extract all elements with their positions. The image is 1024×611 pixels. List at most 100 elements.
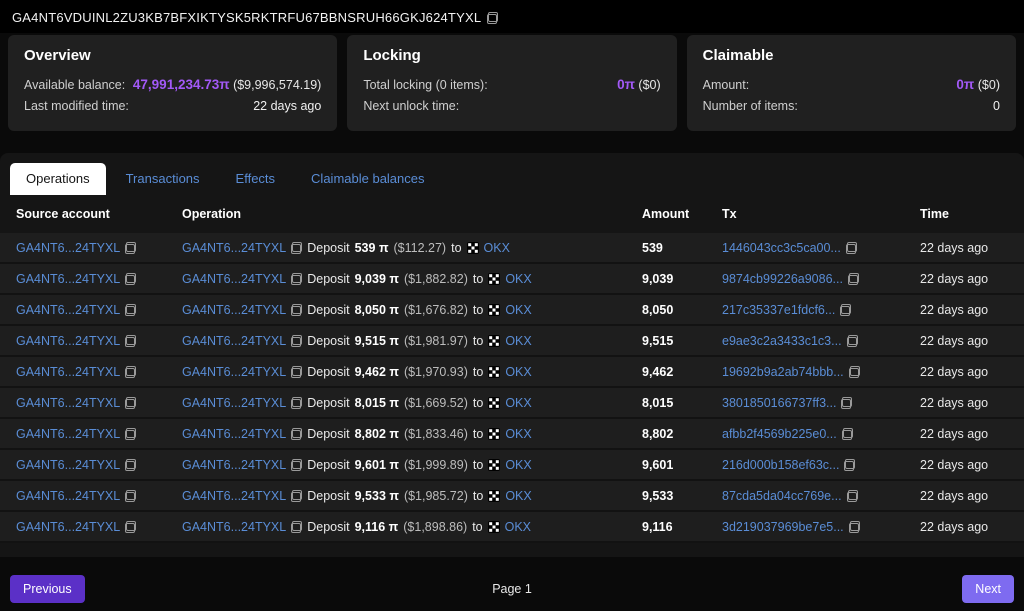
- tx-hash-link[interactable]: 1446043cc3c5ca00...: [722, 240, 841, 255]
- okx-exchange-link[interactable]: OKX: [504, 519, 532, 534]
- copy-address-icon[interactable]: [487, 11, 499, 24]
- amount-cell: 8,015: [642, 396, 722, 410]
- copy-tx-hash-icon[interactable]: [844, 458, 856, 471]
- time-value: 22 days ago: [920, 271, 989, 286]
- copy-source-account-icon[interactable]: [125, 303, 137, 316]
- summary-cards: Overview Available balance: 47,991,234.7…: [0, 33, 1024, 131]
- operation-account-link[interactable]: GA4NT6...24TYXL: [182, 240, 287, 255]
- okx-exchange-link[interactable]: OKX: [505, 271, 532, 286]
- operation-action: Deposit: [307, 302, 350, 317]
- source-account-link[interactable]: GA4NT6...24TYXL: [16, 488, 121, 503]
- operation-account-link[interactable]: GA4NT6...24TYXL: [182, 395, 287, 410]
- copy-tx-hash-icon[interactable]: [846, 334, 858, 347]
- copy-source-account-icon[interactable]: [125, 427, 137, 440]
- okx-exchange-icon: [487, 520, 500, 533]
- copy-tx-hash-icon[interactable]: [848, 520, 860, 533]
- copy-source-account-icon[interactable]: [125, 272, 137, 285]
- tx-hash-link[interactable]: 3801850166737ff3...: [722, 395, 837, 410]
- tx-hash-link[interactable]: 217c35337e1fdcf6...: [722, 302, 836, 317]
- amount-cell: 9,039: [642, 272, 722, 286]
- time-value: 22 days ago: [920, 333, 989, 348]
- source-account-link[interactable]: GA4NT6...24TYXL: [16, 519, 121, 534]
- operation-account-link[interactable]: GA4NT6...24TYXL: [182, 426, 287, 441]
- source-account-link[interactable]: GA4NT6...24TYXL: [16, 240, 121, 255]
- claimable-amount-value: 0π ($0): [956, 74, 1000, 96]
- okx-exchange-link[interactable]: OKX: [505, 488, 532, 503]
- operation-account-link[interactable]: GA4NT6...24TYXL: [182, 364, 287, 379]
- source-account-link[interactable]: GA4NT6...24TYXL: [16, 364, 121, 379]
- previous-page-button[interactable]: Previous: [10, 575, 85, 603]
- copy-operation-account-icon[interactable]: [291, 520, 303, 533]
- copy-operation-account-icon[interactable]: [291, 272, 303, 285]
- tab-claimable-balances[interactable]: Claimable balances: [311, 171, 425, 186]
- operation-account-link[interactable]: GA4NT6...24TYXL: [182, 488, 287, 503]
- next-page-button[interactable]: Next: [962, 575, 1014, 603]
- time-value: 22 days ago: [920, 426, 989, 441]
- copy-source-account-icon[interactable]: [125, 396, 137, 409]
- copy-source-account-icon[interactable]: [125, 458, 137, 471]
- tx-hash-link[interactable]: 9874cb99226a9086...: [722, 271, 843, 286]
- operation-account-link[interactable]: GA4NT6...24TYXL: [182, 302, 287, 317]
- copy-source-account-icon[interactable]: [125, 520, 137, 533]
- col-header-amount: Amount: [642, 207, 690, 221]
- copy-source-account-icon[interactable]: [125, 489, 137, 502]
- source-account-link[interactable]: GA4NT6...24TYXL: [16, 333, 121, 348]
- operation-account-link[interactable]: GA4NT6...24TYXL: [182, 519, 287, 534]
- copy-tx-hash-icon[interactable]: [847, 272, 859, 285]
- copy-tx-hash-icon[interactable]: [841, 427, 853, 440]
- copy-tx-hash-icon[interactable]: [846, 489, 858, 502]
- table-header-row: Source account Operation Amount Tx Time: [0, 195, 1024, 233]
- time-cell: 22 days ago: [920, 334, 1008, 348]
- copy-operation-account-icon[interactable]: [291, 489, 303, 502]
- table-row: GA4NT6...24TYXL GA4NT6...24TYXL Deposit …: [0, 388, 1024, 419]
- copy-tx-hash-icon[interactable]: [848, 365, 860, 378]
- copy-tx-hash-icon[interactable]: [841, 396, 853, 409]
- source-account-link[interactable]: GA4NT6...24TYXL: [16, 395, 121, 410]
- okx-exchange-link[interactable]: OKX: [505, 333, 532, 348]
- copy-operation-account-icon[interactable]: [291, 396, 303, 409]
- amount-cell: 9,533: [642, 489, 722, 503]
- source-account-link[interactable]: GA4NT6...24TYXL: [16, 302, 121, 317]
- copy-operation-account-icon[interactable]: [291, 303, 303, 316]
- copy-source-account-icon[interactable]: [125, 334, 137, 347]
- okx-exchange-link[interactable]: OKX: [483, 240, 510, 255]
- copy-operation-account-icon[interactable]: [291, 334, 303, 347]
- operation-cell: GA4NT6...24TYXL Deposit 539 π ($112.27) …: [182, 241, 642, 255]
- tx-hash-link[interactable]: e9ae3c2a3433c1c3...: [722, 333, 842, 348]
- copy-operation-account-icon[interactable]: [291, 365, 303, 378]
- tx-hash-link[interactable]: 3d219037969be7e5...: [722, 519, 844, 534]
- tab-transactions[interactable]: Transactions: [125, 171, 200, 186]
- tx-hash-link[interactable]: 87cda5da04cc769e...: [722, 488, 842, 503]
- operation-account-link[interactable]: GA4NT6...24TYXL: [182, 333, 287, 348]
- okx-exchange-link[interactable]: OKX: [505, 364, 532, 379]
- operation-pi-amount: 9,533 π: [354, 488, 399, 503]
- claimable-amount-label: Amount:: [702, 78, 750, 92]
- okx-exchange-icon: [466, 241, 479, 254]
- tx-hash-link[interactable]: afbb2f4569b225e0...: [722, 426, 837, 441]
- copy-tx-hash-icon[interactable]: [845, 241, 857, 254]
- source-account-link[interactable]: GA4NT6...24TYXL: [16, 426, 121, 441]
- copy-tx-hash-icon[interactable]: [840, 303, 852, 316]
- copy-operation-account-icon[interactable]: [291, 427, 303, 440]
- okx-exchange-link[interactable]: OKX: [505, 426, 532, 441]
- okx-exchange-link[interactable]: OKX: [505, 302, 532, 317]
- col-header-operation: Operation: [182, 207, 242, 221]
- tx-hash-link[interactable]: 216d000b158ef63c...: [722, 457, 840, 472]
- amount-cell: 9,515: [642, 334, 722, 348]
- time-cell: 22 days ago: [920, 303, 1008, 317]
- source-account-link[interactable]: GA4NT6...24TYXL: [16, 457, 121, 472]
- tab-effects[interactable]: Effects: [235, 171, 276, 186]
- tab-operations[interactable]: Operations: [10, 163, 106, 195]
- tx-hash-link[interactable]: 19692b9a2ab74bbb...: [722, 364, 844, 379]
- source-account-link[interactable]: GA4NT6...24TYXL: [16, 271, 121, 286]
- amount-value: 9,533: [642, 488, 674, 503]
- copy-source-account-icon[interactable]: [125, 241, 137, 254]
- copy-source-account-icon[interactable]: [125, 365, 137, 378]
- copy-operation-account-icon[interactable]: [291, 458, 303, 471]
- okx-exchange-link[interactable]: OKX: [505, 395, 532, 410]
- copy-operation-account-icon[interactable]: [291, 241, 303, 254]
- operation-account-link[interactable]: GA4NT6...24TYXL: [182, 271, 287, 286]
- okx-exchange-link[interactable]: OKX: [505, 457, 532, 472]
- table-row: GA4NT6...24TYXL GA4NT6...24TYXL Deposit …: [0, 326, 1024, 357]
- operation-account-link[interactable]: GA4NT6...24TYXL: [182, 457, 287, 472]
